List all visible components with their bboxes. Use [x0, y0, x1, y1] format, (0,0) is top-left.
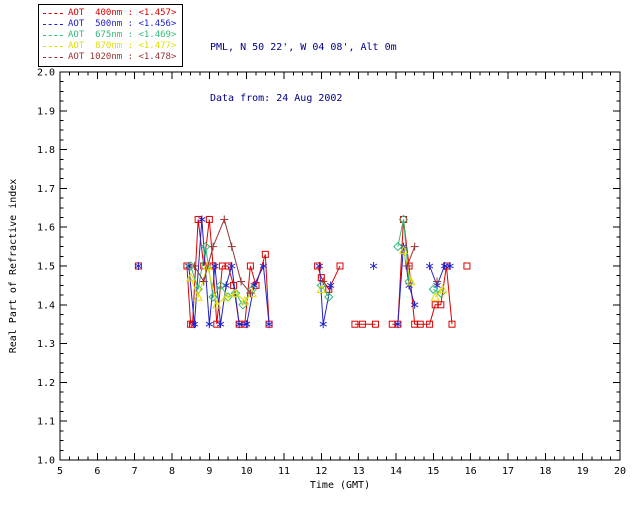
svg-text:18: 18 — [539, 466, 551, 477]
svg-text:19: 19 — [577, 466, 589, 477]
series-AOT-1020nm — [190, 215, 442, 298]
svg-text:1.7: 1.7 — [37, 184, 55, 195]
svg-text:12: 12 — [315, 466, 327, 477]
legend-item: AOT 500nm : <1.456> — [43, 19, 176, 30]
svg-text:14: 14 — [390, 466, 402, 477]
svg-text:1.6: 1.6 — [37, 223, 55, 234]
y-tick-labels: 1.0 1.1 1.2 1.3 1.4 1.5 1.6 1.7 1.8 1.9 2.0 — [37, 68, 55, 467]
svg-text:2.0: 2.0 — [37, 68, 55, 79]
series-AOT-400nm — [134, 215, 471, 328]
legend-label: AOT 500nm : <1.456> — [68, 19, 177, 29]
axes — [59, 71, 621, 461]
legend-label: AOT 1020nm : <1.478> — [68, 52, 177, 62]
x-tick-labels: 5 6 7 8 9 10 11 12 13 14 15 16 17 18 19 20 — [57, 466, 626, 477]
legend-line-sample — [43, 57, 63, 58]
legend: AOT 400nm : <1.457> AOT 500nm : <1.456> … — [38, 4, 184, 67]
svg-text:1.0: 1.0 — [37, 456, 55, 467]
header: PML, N 50 22', W 04 08', Alt 0m Data fro… — [210, 5, 397, 141]
legend-label: AOT 400nm : <1.457> — [68, 8, 177, 18]
legend-line-sample — [43, 46, 63, 47]
legend-line-sample — [43, 24, 63, 25]
svg-text:1.2: 1.2 — [37, 378, 55, 389]
svg-text:8: 8 — [169, 466, 175, 477]
svg-text:9: 9 — [206, 466, 212, 477]
svg-text:1.1: 1.1 — [37, 417, 55, 428]
series-AOT-675nm — [185, 214, 446, 310]
header-location: PML, N 50 22', W 04 08', Alt 0m — [210, 42, 397, 53]
svg-text:11: 11 — [278, 466, 290, 477]
svg-text:20: 20 — [614, 466, 626, 477]
svg-text:10: 10 — [241, 466, 253, 477]
svg-text:1.3: 1.3 — [37, 339, 55, 350]
svg-text:1.9: 1.9 — [37, 106, 55, 117]
legend-item: AOT 870nm : <1.477> — [43, 41, 176, 52]
legend-line-sample — [43, 35, 63, 36]
series-AOT-500nm — [134, 215, 454, 329]
legend-label: AOT 870nm : <1.477> — [68, 41, 177, 51]
svg-text:5: 5 — [57, 466, 63, 477]
legend-line-sample — [43, 13, 63, 14]
header-date: Data from: 24 Aug 2002 — [210, 93, 343, 104]
svg-text:1.8: 1.8 — [37, 145, 55, 156]
y-axis-title: Real Part of Refractive index — [8, 179, 19, 354]
svg-text:16: 16 — [465, 466, 477, 477]
svg-text:1.4: 1.4 — [37, 300, 55, 311]
legend-item: AOT 1020nm : <1.478> — [43, 52, 176, 63]
x-axis-title: Time (GMT) — [310, 480, 370, 491]
svg-text:6: 6 — [94, 466, 100, 477]
legend-item: AOT 400nm : <1.457> — [43, 8, 176, 19]
svg-text:17: 17 — [502, 466, 514, 477]
svg-text:13: 13 — [353, 466, 365, 477]
svg-text:15: 15 — [427, 466, 439, 477]
svg-text:1.5: 1.5 — [37, 262, 55, 273]
legend-label: AOT 675nm : <1.469> — [68, 30, 177, 40]
svg-text:7: 7 — [132, 466, 138, 477]
legend-item: AOT 675nm : <1.469> — [43, 30, 176, 41]
